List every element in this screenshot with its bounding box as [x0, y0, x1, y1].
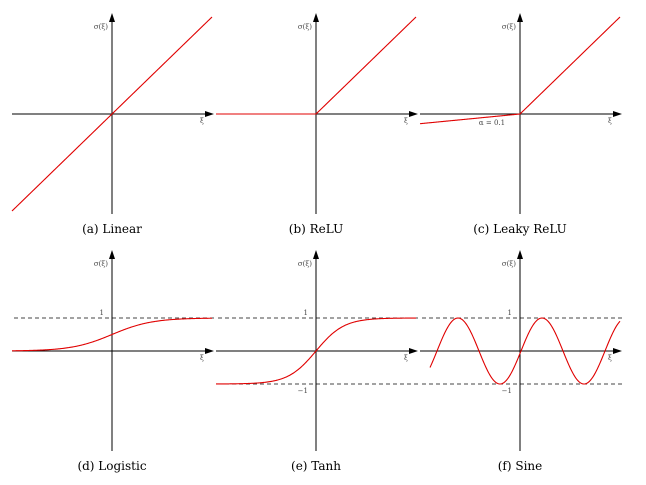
- ref-line-label: −1: [502, 387, 512, 395]
- y-axis-arrow: [109, 13, 115, 22]
- y-axis-arrow: [517, 250, 523, 259]
- y-axis-label: σ(ξ): [502, 260, 516, 268]
- y-axis-label: σ(ξ): [298, 23, 312, 31]
- x-axis-label: ξ: [404, 354, 408, 362]
- x-axis-arrow: [205, 111, 214, 117]
- curve-sine: [429, 317, 621, 385]
- ref-line-label: 1: [508, 309, 512, 317]
- x-axis-arrow: [205, 348, 214, 354]
- y-axis-arrow: [517, 13, 523, 22]
- panel-caption: (c) Leaky ReLU: [473, 222, 567, 236]
- y-axis-label: σ(ξ): [298, 260, 312, 268]
- curve-linear: [11, 16, 213, 212]
- y-axis-label: σ(ξ): [94, 260, 108, 268]
- y-axis-arrow: [313, 250, 319, 259]
- panel-sine: 1 −1 σ(ξ) ξ (f) Sine: [420, 250, 622, 473]
- y-axis-label: σ(ξ): [502, 23, 516, 31]
- ref-line-label: 1: [304, 309, 308, 317]
- panel-logistic: 1 σ(ξ) ξ (d) Logistic: [11, 250, 214, 473]
- y-axis-label: σ(ξ): [94, 23, 108, 31]
- panel-linear: σ(ξ) ξ (a) Linear: [11, 13, 214, 236]
- panel-caption: (d) Logistic: [77, 459, 146, 473]
- curve-leaky_relu: [419, 16, 621, 125]
- ref-line-label: −1: [298, 387, 308, 395]
- panel-caption: (f) Sine: [498, 459, 543, 473]
- panel-caption: (a) Linear: [82, 222, 142, 236]
- x-axis-arrow: [613, 111, 622, 117]
- panel-leaky_relu: σ(ξ) ξ α = 0.1 (c) Leaky ReLU: [419, 13, 622, 236]
- panel-caption: (b) ReLU: [289, 222, 343, 236]
- x-axis-arrow: [409, 348, 418, 354]
- x-axis-label: ξ: [404, 117, 408, 125]
- x-axis-label: ξ: [200, 354, 204, 362]
- x-axis-label: ξ: [608, 354, 612, 362]
- ref-line-label: 1: [100, 309, 104, 317]
- panel-relu: σ(ξ) ξ (b) ReLU: [216, 13, 418, 236]
- y-axis-arrow: [313, 13, 319, 22]
- x-axis-arrow: [409, 111, 418, 117]
- y-axis-arrow: [109, 250, 115, 259]
- curve-logistic: [11, 317, 213, 352]
- panel-tanh: 1 −1 σ(ξ) ξ (e) Tanh: [215, 250, 418, 473]
- alpha-annotation: α = 0.1: [479, 119, 505, 127]
- panel-caption: (e) Tanh: [291, 459, 341, 473]
- curve-tanh: [215, 317, 417, 385]
- curve-relu: [216, 16, 417, 115]
- x-axis-arrow: [613, 348, 622, 354]
- x-axis-label: ξ: [200, 117, 204, 125]
- x-axis-label: ξ: [608, 117, 612, 125]
